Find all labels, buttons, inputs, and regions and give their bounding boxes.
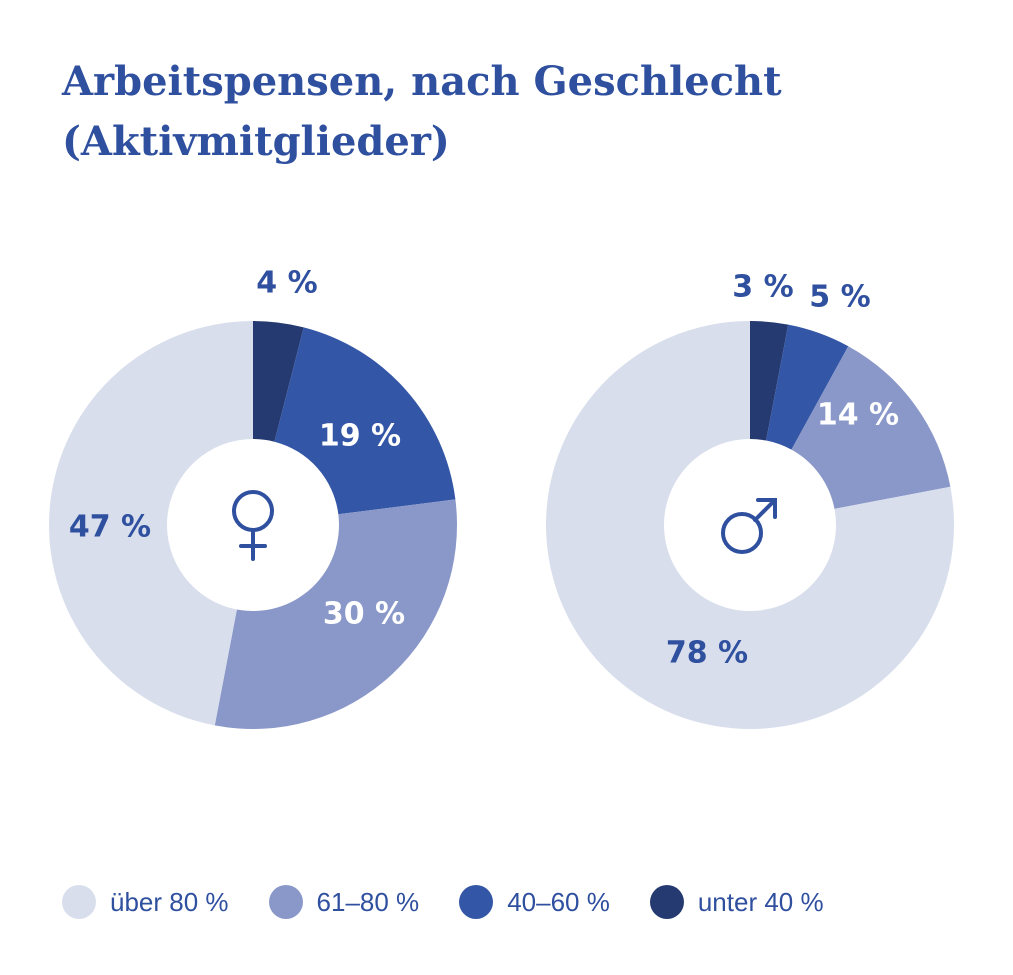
slice-label: 14 % bbox=[817, 398, 899, 433]
slice-label: 78 % bbox=[666, 636, 748, 671]
donut-slice bbox=[48, 321, 253, 726]
slice-label: 4 % bbox=[256, 266, 317, 301]
slice-label: 19 % bbox=[319, 419, 401, 454]
donut-chart-female: 4 % 19 % 30 % 47 % bbox=[48, 266, 457, 729]
legend-swatch bbox=[649, 885, 684, 919]
donut-slice bbox=[274, 327, 456, 515]
legend-item: unter 40 % bbox=[649, 885, 824, 919]
legend-item: über 80 % bbox=[62, 885, 229, 919]
legend-swatch bbox=[62, 885, 96, 919]
donut-slice bbox=[546, 321, 955, 729]
legend-label: 40–60 % bbox=[507, 886, 610, 917]
legend-item: 40–60 % bbox=[459, 885, 610, 919]
donut-slice bbox=[214, 499, 457, 729]
female-symbol-icon bbox=[232, 490, 274, 561]
donut-slice bbox=[750, 321, 789, 441]
slice-label: 47 % bbox=[69, 510, 151, 545]
chart-title-line-2: (Aktivmitglieder) bbox=[62, 118, 450, 165]
legend-swatch bbox=[268, 885, 303, 919]
donut-chart-male: 3 % 5 % 14 % 78 % bbox=[546, 270, 955, 729]
donut-slice bbox=[791, 346, 951, 509]
legend-item: 61–80 % bbox=[268, 885, 420, 919]
slice-label: 5 % bbox=[809, 280, 870, 315]
legend-swatch bbox=[459, 885, 494, 919]
chart-title: Arbeitspensen, nach Geschlecht (Aktivmit… bbox=[62, 52, 962, 172]
male-symbol-icon bbox=[721, 498, 777, 554]
legend-label: 61–80 % bbox=[316, 886, 420, 917]
legend-label: über 80 % bbox=[110, 886, 229, 917]
legend: über 80 % 61–80 % 40–60 % unter 40 % bbox=[62, 880, 824, 924]
legend-label: unter 40 % bbox=[697, 886, 824, 917]
slice-label: 3 % bbox=[732, 270, 793, 305]
slice-label: 30 % bbox=[323, 597, 405, 632]
donut-slice bbox=[766, 324, 849, 450]
donut-slice bbox=[253, 321, 304, 442]
chart-title-line-1: Arbeitspensen, nach Geschlecht bbox=[62, 58, 782, 105]
